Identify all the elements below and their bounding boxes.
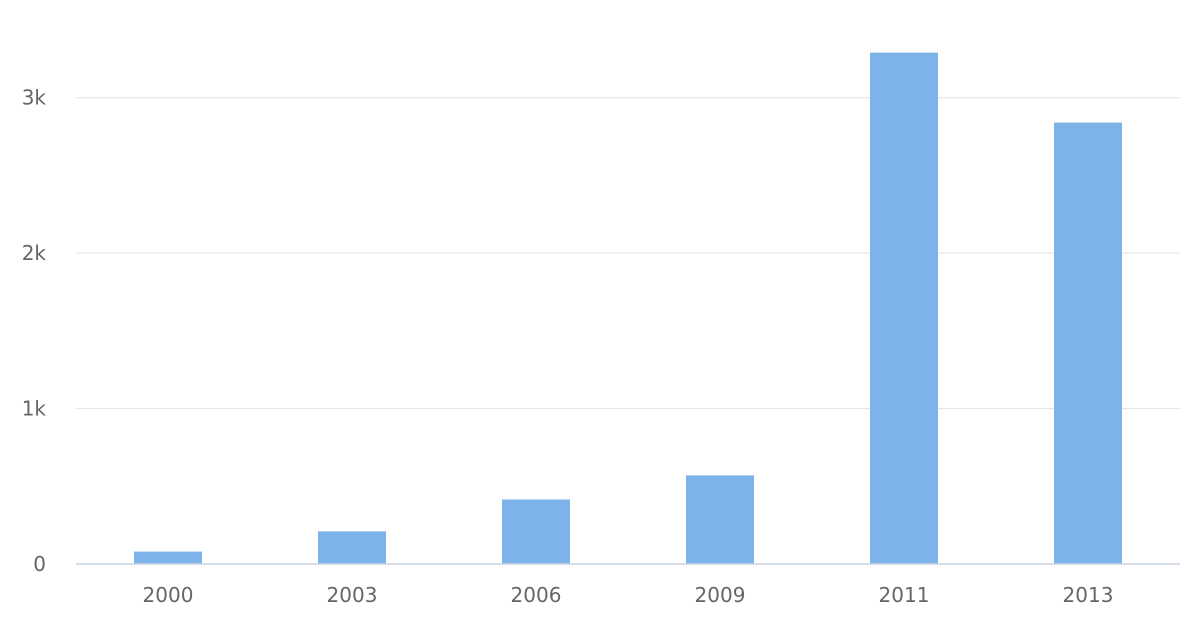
bar-2011[interactable] [870, 52, 938, 564]
bar-2000[interactable] [134, 551, 202, 564]
x-axis-tick-labels: 2000 2003 2006 2009 2011 2013 [143, 583, 1114, 607]
x-tick-label: 2011 [879, 583, 930, 607]
y-tick-label: 2k [22, 241, 47, 265]
y-axis-tick-labels: 0 1k 2k 3k [22, 86, 47, 576]
x-tick-label: 2003 [327, 583, 378, 607]
x-tick-label: 2009 [695, 583, 746, 607]
bar-2006[interactable] [502, 499, 570, 564]
y-tick-label: 1k [22, 397, 47, 421]
y-tick-label: 3k [22, 86, 47, 110]
bar-2009[interactable] [686, 475, 754, 564]
gridlines [76, 97, 1180, 410]
x-tick-label: 2006 [511, 583, 562, 607]
x-tick-label: 2000 [143, 583, 194, 607]
x-tick-label: 2013 [1063, 583, 1114, 607]
y-tick-label: 0 [33, 552, 46, 576]
bars [134, 52, 1122, 564]
bar-2003[interactable] [318, 531, 386, 564]
bar-2013[interactable] [1054, 122, 1122, 564]
